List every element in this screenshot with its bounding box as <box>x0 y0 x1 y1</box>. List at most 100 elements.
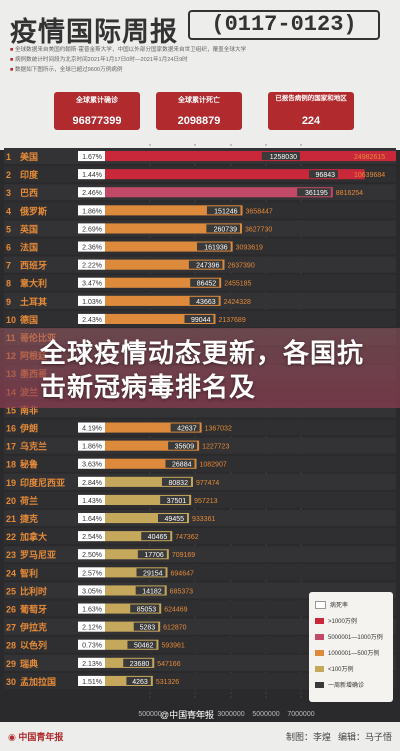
weekly-new-label: 85053 <box>137 607 157 614</box>
weekly-new-label: 96843 <box>316 172 336 179</box>
weekly-new-box <box>130 604 160 613</box>
legend-swatch <box>315 634 324 641</box>
country-label: 加拿大 <box>19 531 47 543</box>
total-cases-label: 3093619 <box>236 245 263 252</box>
total-cases-label: 957213 <box>194 498 217 505</box>
mortality-bar <box>78 151 105 162</box>
rank-number: 17 <box>6 442 16 452</box>
legend-swatch <box>315 650 324 657</box>
weekly-new-box <box>141 532 171 541</box>
logo-text: 中国青年报 <box>18 732 64 742</box>
mortality-label: 2.43% <box>82 317 102 324</box>
weekly-new-box <box>188 260 223 269</box>
total-cases-bar <box>105 277 222 288</box>
country-label: 葡萄牙 <box>19 604 47 616</box>
total-cases-bar <box>105 494 192 505</box>
country-label: 印度 <box>20 169 39 181</box>
total-cases-label: 612870 <box>163 625 186 632</box>
legend-label: <100万例 <box>328 667 354 673</box>
mortality-label: 2.12% <box>82 625 102 632</box>
mortality-label: 1.86% <box>82 444 102 451</box>
total-cases-bar <box>105 531 173 542</box>
total-cases-label: 747362 <box>175 534 198 541</box>
stat-countries: 已报告病例的国家和地区 224 <box>268 92 354 130</box>
mortality-bar <box>78 639 105 650</box>
designer-credit: 编辑：马子悟 <box>338 732 393 742</box>
mortality-label: 2.36% <box>82 245 102 252</box>
weekly-new-label: 40465 <box>148 534 168 541</box>
total-cases-label: 531326 <box>156 679 179 686</box>
weekly-new-box <box>197 242 231 251</box>
mortality-bar <box>78 513 105 524</box>
chart-legend: 病死率 >1000万例 5000001—1000万例 1000001—500万例 <10… <box>309 592 393 702</box>
mortality-bar <box>78 494 105 505</box>
mortality-bar <box>78 585 105 596</box>
total-cases-label: 1367032 <box>205 426 232 433</box>
title-banner <box>0 328 400 408</box>
weekly-new-box <box>126 676 151 685</box>
mortality-label: 3.63% <box>82 462 102 469</box>
stat-total-deaths: 全球累计死亡 2098879 <box>156 92 242 130</box>
rank-number: 28 <box>6 641 16 651</box>
total-cases-label: 709169 <box>172 552 195 559</box>
note-line-1: 全球数据来自美国约翰斯·霍普金斯大学，中国以外部分国家数据来自世卫组织，覆盖全球… <box>10 45 246 53</box>
mortality-label: 2.54% <box>82 534 102 541</box>
weekly-new-box <box>261 152 300 161</box>
country-label: 伊拉克 <box>19 622 47 634</box>
weekly-new-label: 161936 <box>204 245 227 252</box>
mortality-bar <box>78 277 105 288</box>
footer: ◉ 中国青年报 制图：李煌 编辑：马子悟 <box>0 722 400 751</box>
weekly-new-label: 29154 <box>143 570 163 577</box>
mortality-bar <box>78 440 105 451</box>
row-stripe <box>4 437 396 454</box>
rank-number: 18 <box>6 460 16 470</box>
mortality-bar <box>78 205 105 216</box>
mortality-label: 1.51% <box>82 679 102 686</box>
weekly-new-label: 361195 <box>305 190 328 197</box>
country-label: 巴西 <box>20 188 38 199</box>
mortality-bar <box>78 422 105 433</box>
country-label: 英国 <box>19 223 38 235</box>
weekly-new-label: 86452 <box>197 281 217 288</box>
weekly-new-label: 260739 <box>214 226 237 233</box>
weekly-new-box <box>135 586 165 595</box>
country-label: 俄罗斯 <box>19 205 47 217</box>
rank-number: 25 <box>6 586 16 596</box>
stat-total-cases-label: 全球累计确诊 <box>76 97 118 104</box>
weekly-new-label: 99044 <box>191 317 211 324</box>
mortality-label: 2.84% <box>82 480 102 487</box>
total-cases-label: 2424328 <box>224 299 251 306</box>
legend-item: 1000001—500万例 <box>315 648 379 657</box>
stat-total-deaths-label: 全球累计死亡 <box>178 97 220 104</box>
rank-number: 27 <box>6 623 16 633</box>
x-tick-label: 7000000 <box>287 711 314 718</box>
mortality-bar <box>78 458 105 469</box>
legend-swatch <box>315 682 324 689</box>
country-label: 伊朗 <box>19 423 38 435</box>
mortality-bar <box>78 295 105 306</box>
mortality-label: 3.05% <box>82 588 102 595</box>
legend-item: 病死率 <box>315 600 348 610</box>
report-title: 疫情国际周报 <box>10 17 178 47</box>
rank-number: 16 <box>6 424 16 434</box>
weekly-new-label: 37501 <box>167 498 187 505</box>
weekly-new-label: 49455 <box>165 516 185 523</box>
total-cases-label: 685373 <box>170 588 193 595</box>
mortality-bar <box>78 313 105 324</box>
stat-total-deaths-value: 2098879 <box>177 115 221 127</box>
weekly-new-label: 5283 <box>140 625 156 632</box>
weekly-new-box <box>136 568 166 577</box>
country-label: 比利时 <box>20 585 47 597</box>
legend-item: 一周新增确诊 <box>315 680 364 689</box>
total-cases-label: 2455185 <box>224 281 251 288</box>
total-cases-bar <box>105 295 221 306</box>
note-line-3: 数据如下图所示，全球已超过9600万例病例 <box>10 65 123 73</box>
mortality-bar <box>78 187 105 198</box>
mortality-bar <box>78 603 105 614</box>
weekly-new-box <box>190 278 220 287</box>
weekly-new-label: 50462 <box>134 643 154 650</box>
banner-headline: 全球疫情动态更新，各国抗击新冠病毒排名及 <box>40 338 365 402</box>
weekly-new-label: 151246 <box>214 208 237 215</box>
weekly-new-box <box>127 640 157 649</box>
legend-label: 1000001—500万例 <box>328 651 380 657</box>
